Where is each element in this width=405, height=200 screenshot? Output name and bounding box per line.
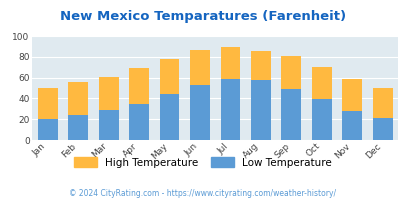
Bar: [372, 88, 392, 118]
Bar: [190, 85, 209, 140]
Bar: [250, 80, 270, 140]
Bar: [311, 67, 331, 99]
Bar: [129, 104, 149, 140]
Bar: [38, 88, 58, 119]
Bar: [38, 119, 58, 140]
Bar: [220, 79, 240, 140]
Bar: [220, 47, 240, 79]
Bar: [341, 111, 361, 140]
Bar: [190, 50, 209, 85]
Text: © 2024 CityRating.com - https://www.cityrating.com/weather-history/: © 2024 CityRating.com - https://www.city…: [69, 189, 336, 198]
Bar: [311, 99, 331, 140]
Bar: [250, 51, 270, 80]
Bar: [68, 115, 88, 140]
Bar: [98, 77, 118, 110]
Legend: High Temperature, Low Temperature: High Temperature, Low Temperature: [70, 153, 335, 172]
Bar: [129, 68, 149, 104]
Bar: [98, 110, 118, 140]
Bar: [159, 94, 179, 140]
Bar: [341, 79, 361, 111]
Bar: [281, 89, 301, 140]
Bar: [68, 82, 88, 115]
Text: New Mexico Temparatures (Farenheit): New Mexico Temparatures (Farenheit): [60, 10, 345, 23]
Bar: [281, 56, 301, 89]
Bar: [372, 118, 392, 140]
Bar: [159, 59, 179, 94]
